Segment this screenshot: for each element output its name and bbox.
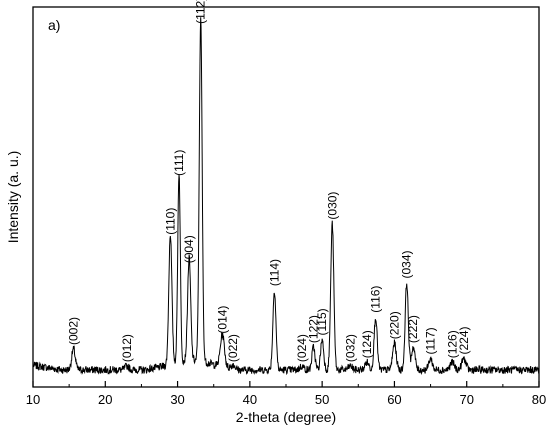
y-axis-title: Intensity (a. u.)	[5, 151, 21, 244]
peak-label: (110)	[163, 208, 177, 235]
peak-label: (117)	[424, 327, 438, 354]
peak-label: (220)	[387, 311, 401, 339]
peak-label: (032)	[343, 334, 357, 362]
peak-label: (115)	[315, 308, 329, 335]
spectrum-line	[32, 17, 540, 376]
plot-area: (002) (012) (110) (111) (004) (112) (014)(022)…	[32, 0, 540, 376]
peak-label: (222)	[406, 315, 420, 343]
peak-label: (034)	[400, 250, 414, 278]
x-tick-label: 40	[243, 392, 257, 407]
peak-label: (002)	[67, 317, 81, 345]
x-axis-title: 2-theta (degree)	[236, 409, 336, 425]
x-tick-label: 70	[459, 392, 473, 407]
peak-label: (024)	[295, 334, 309, 362]
x-tick-label: 60	[387, 392, 401, 407]
peak-label: (114)	[267, 259, 281, 286]
peak-label: (112)	[194, 0, 208, 24]
peak-label: (224)	[457, 326, 471, 354]
x-tick-label: 50	[315, 392, 329, 407]
peak-label: (004)	[182, 235, 196, 263]
panel-label: a)	[48, 17, 60, 33]
x-tick-label: 20	[98, 392, 112, 407]
x-axis: 10 20 30 40 50 60 70 80	[26, 381, 546, 407]
peak-label: (122)	[307, 315, 321, 343]
peak-label: (124)	[360, 330, 374, 358]
peak-label: (012)	[120, 334, 134, 362]
peak-label: (126)	[445, 330, 459, 358]
peak-label: (111)	[172, 150, 186, 176]
peak-label: (022)	[226, 334, 240, 362]
peak-label: (030)	[325, 192, 339, 220]
x-tick-label: 30	[170, 392, 184, 407]
peak-label: (014)	[215, 306, 229, 334]
x-tick-label: 80	[532, 392, 546, 407]
x-tick-label: 10	[26, 392, 40, 407]
peak-label: (116)	[369, 286, 383, 313]
